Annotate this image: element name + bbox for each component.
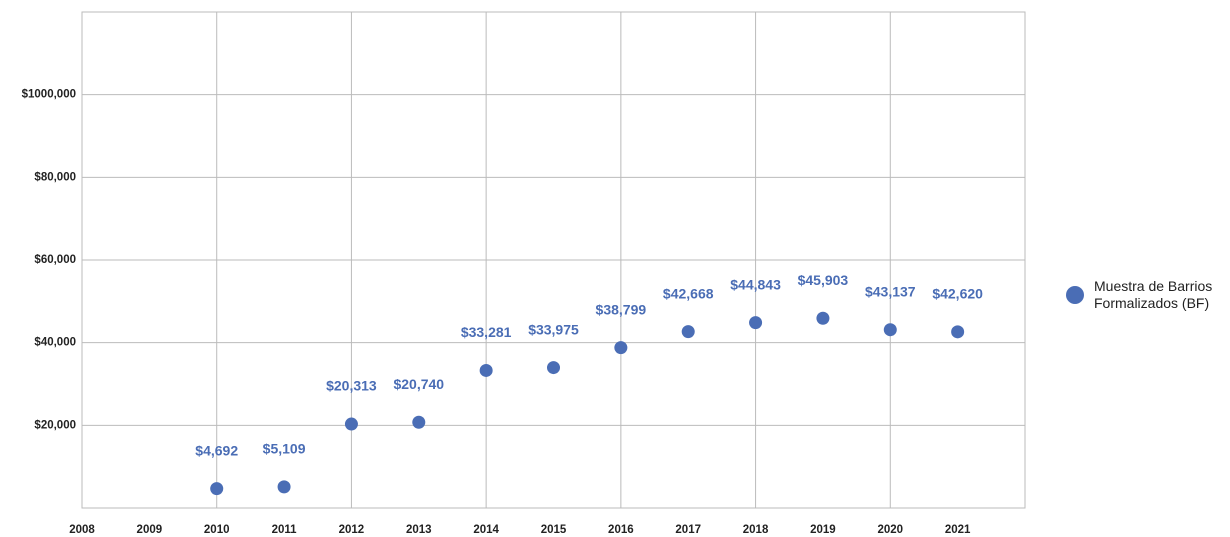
x-tick-label: 2012 — [339, 524, 365, 536]
value-label: $5,109 — [263, 441, 306, 457]
x-tick-label: 2008 — [69, 524, 95, 536]
value-label: $45,903 — [798, 272, 849, 288]
value-label: $42,668 — [663, 285, 714, 301]
x-tick-label: 2019 — [810, 524, 836, 536]
point — [816, 311, 830, 325]
value-label: $20,740 — [393, 376, 444, 392]
legend: Muestra de Barrios Formalizados (BF) — [1066, 278, 1224, 312]
legend-label: Muestra de Barrios Formalizados (BF) — [1094, 278, 1213, 311]
value-label: $4,692 — [195, 442, 238, 458]
value-label: $33,281 — [461, 324, 512, 340]
x-tick-label: 2016 — [608, 524, 634, 536]
x-tick-label: 2018 — [743, 524, 769, 536]
x-tick-label: 2010 — [204, 524, 230, 536]
point — [412, 415, 426, 429]
x-tick-label: 2009 — [137, 524, 163, 536]
point — [951, 325, 965, 339]
point — [277, 480, 291, 494]
point — [614, 341, 628, 355]
point — [883, 323, 897, 337]
x-tick-label: 2020 — [877, 524, 903, 536]
point — [681, 325, 695, 339]
chart: $20,000 $40,000 $60,000 $80,000 $1000,000 200… — [22, 11, 1026, 536]
x-tick-label: 2014 — [473, 524, 499, 536]
y-tick-label: $40,000 — [34, 337, 76, 349]
value-label: $33,975 — [528, 321, 579, 337]
point — [344, 417, 358, 431]
value-label: $42,620 — [932, 286, 983, 302]
y-tick-label: $1000,000 — [22, 89, 76, 101]
x-tick-label: 2015 — [541, 524, 567, 536]
value-label: $20,313 — [326, 378, 377, 394]
point — [749, 316, 763, 330]
point — [479, 363, 493, 377]
y-tick-label: $60,000 — [34, 254, 76, 266]
x-tick-label: 2017 — [675, 524, 701, 536]
y-tick-label: $80,000 — [34, 171, 76, 183]
legend-marker — [1066, 286, 1084, 304]
value-label: $43,137 — [865, 283, 916, 299]
point — [210, 482, 224, 496]
y-tick-label: $20,000 — [34, 419, 76, 431]
point — [547, 361, 560, 375]
value-label: $38,799 — [596, 301, 647, 317]
x-tick-label: 2011 — [272, 524, 298, 536]
x-tick-label: 2013 — [406, 524, 432, 536]
x-tick-label: 2021 — [945, 524, 971, 536]
value-label: $44,843 — [730, 276, 781, 292]
